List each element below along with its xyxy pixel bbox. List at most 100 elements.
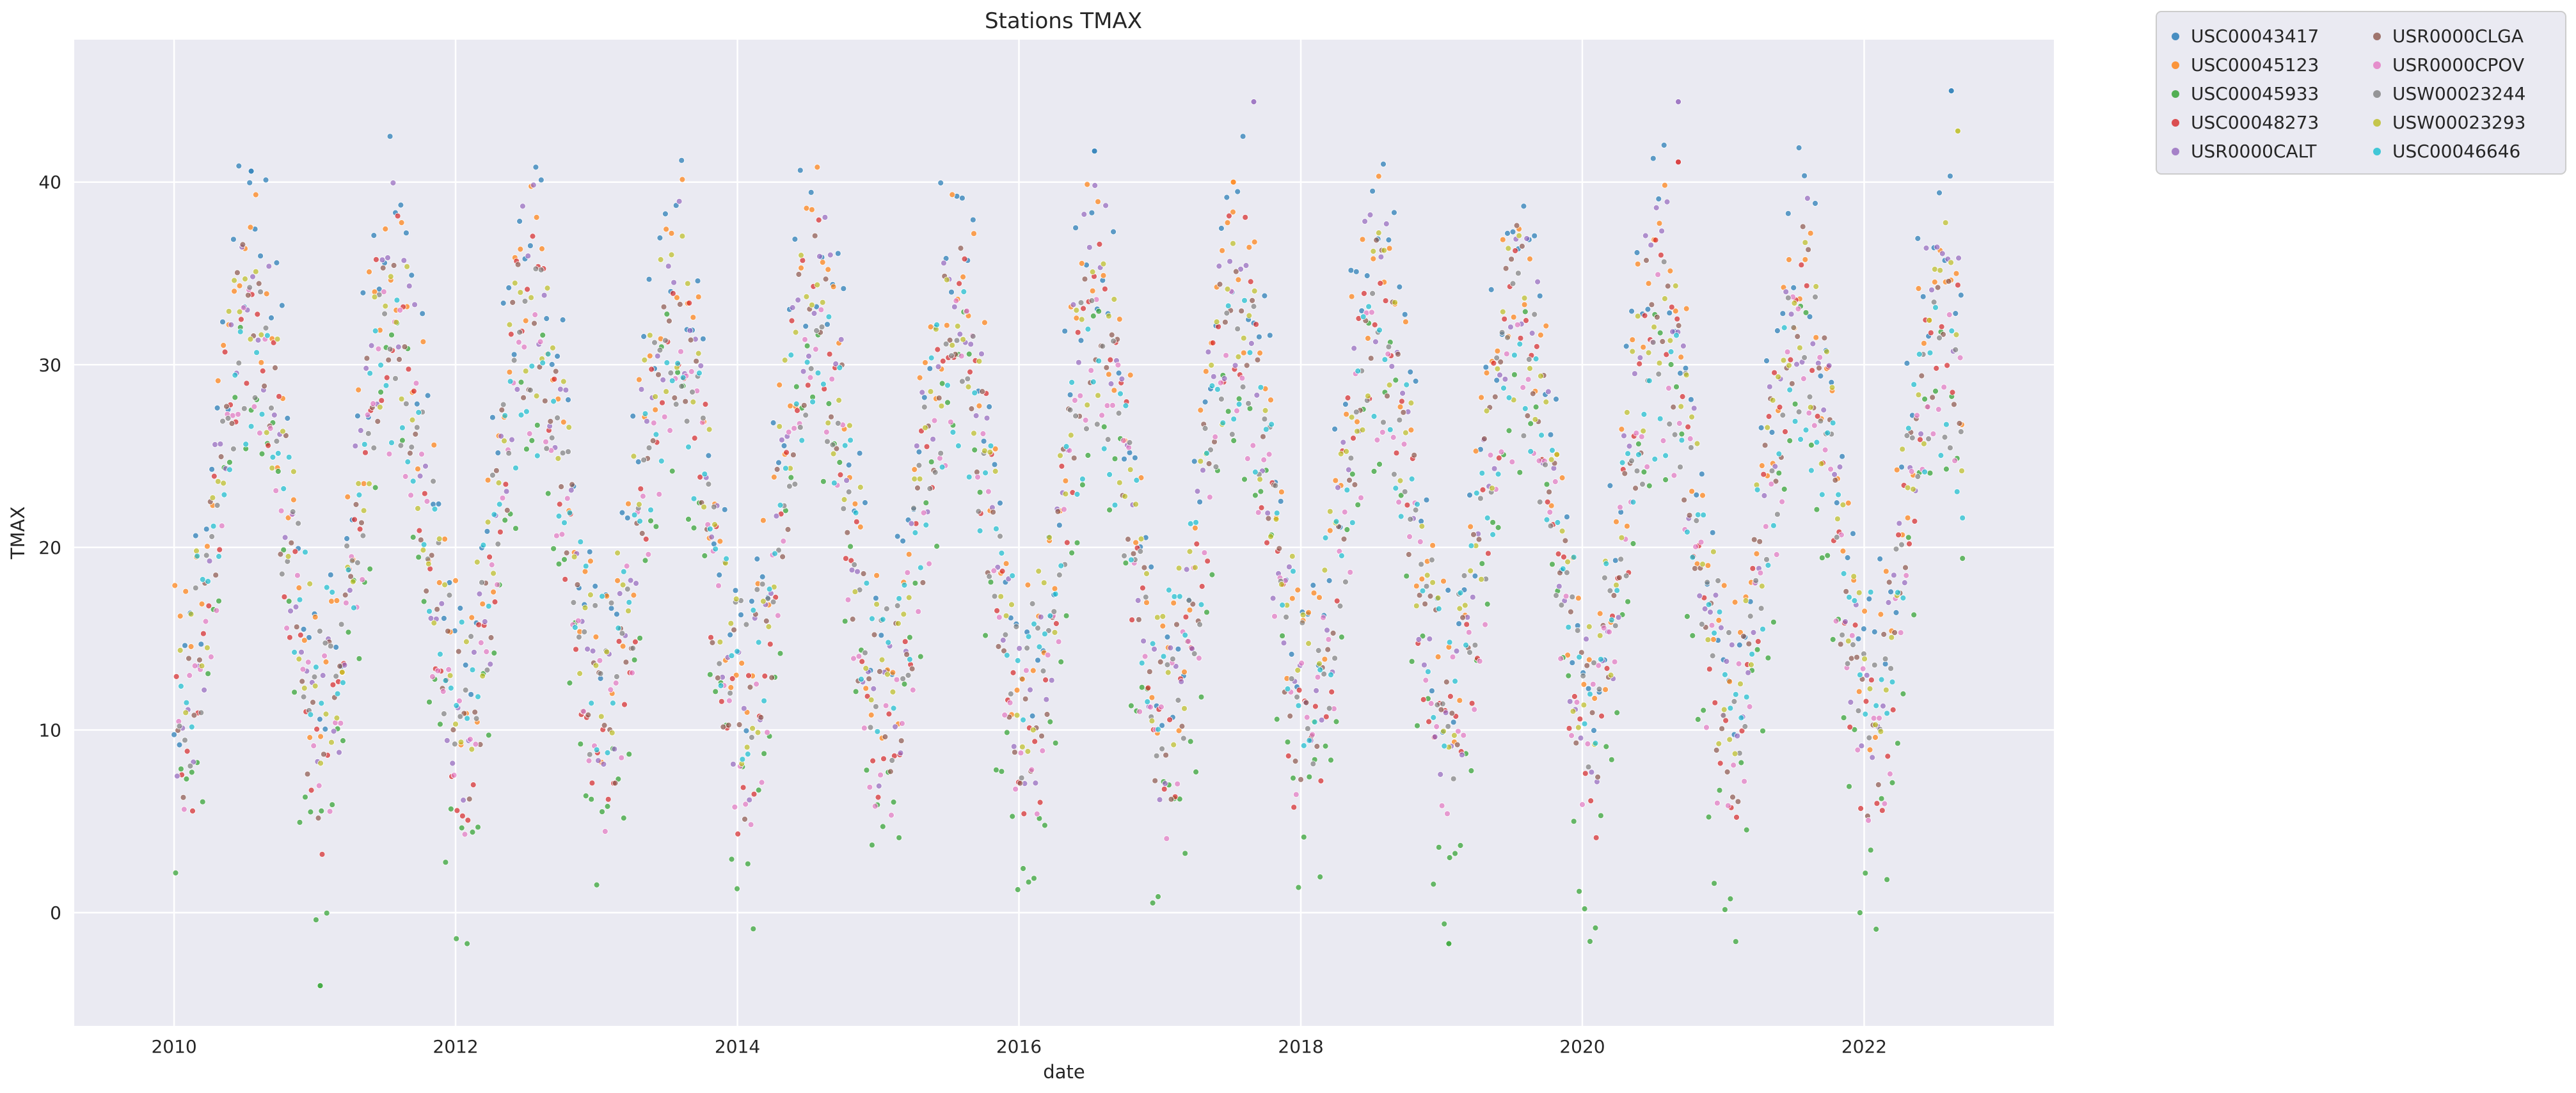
data-point (619, 509, 626, 516)
data-point (807, 374, 814, 381)
data-point (258, 450, 266, 457)
data-point (1386, 382, 1393, 388)
data-point (916, 448, 923, 455)
data-point (246, 284, 253, 291)
data-point (1680, 343, 1687, 349)
data-point (1711, 630, 1718, 636)
data-point (1894, 740, 1901, 747)
data-point (516, 329, 523, 336)
data-point (1765, 654, 1772, 661)
data-point (1660, 437, 1667, 444)
data-point (1031, 620, 1037, 627)
data-point (1689, 554, 1696, 561)
data-point (937, 450, 944, 457)
data-point (1559, 565, 1566, 572)
legend-entry: USW00023293 (2373, 112, 2525, 133)
data-point (655, 371, 662, 378)
data-point (875, 783, 882, 789)
data-point (1168, 796, 1175, 803)
data-point (663, 388, 669, 395)
data-point (1012, 749, 1018, 756)
data-point (1422, 601, 1429, 608)
data-point (1738, 759, 1745, 766)
data-point (1252, 469, 1259, 475)
data-point (1115, 410, 1122, 416)
data-point (306, 581, 314, 587)
data-point (1948, 327, 1955, 334)
data-point (1494, 347, 1501, 354)
data-point (616, 638, 623, 645)
data-point (176, 723, 183, 730)
data-point (1305, 609, 1312, 616)
data-point (1689, 488, 1696, 495)
data-point (1408, 427, 1415, 434)
legend-entry: USC00045933 (2172, 83, 2319, 104)
data-point (393, 318, 400, 326)
data-point (1371, 321, 1378, 328)
data-point (253, 349, 260, 356)
data-point (1676, 420, 1683, 427)
data-point (382, 303, 389, 310)
data-point (1332, 426, 1339, 432)
data-point (840, 285, 847, 292)
data-point (1365, 303, 1372, 310)
data-point (603, 649, 610, 656)
data-point (1468, 700, 1475, 707)
data-point (575, 617, 582, 624)
data-point (1408, 400, 1415, 406)
data-point (1079, 482, 1086, 488)
data-point (1155, 893, 1161, 900)
data-point (1812, 200, 1818, 207)
data-point (1557, 656, 1564, 662)
data-point (1006, 699, 1014, 706)
data-point (934, 321, 940, 328)
data-point (1643, 257, 1650, 264)
data-point (1942, 219, 1949, 226)
data-point (1009, 813, 1016, 820)
data-point (1294, 586, 1301, 594)
data-point (1904, 484, 1911, 491)
data-point (488, 562, 495, 568)
data-point (462, 687, 469, 693)
data-point (1898, 464, 1905, 471)
data-point (1378, 253, 1385, 260)
data-point (1588, 769, 1595, 776)
data-point (270, 339, 277, 346)
data-point (884, 671, 891, 678)
data-point (294, 572, 301, 579)
data-point (1682, 365, 1689, 372)
data-point (1435, 595, 1442, 601)
data-point (1563, 514, 1570, 521)
data-point (1163, 835, 1170, 842)
data-point (1100, 272, 1107, 279)
data-point (247, 224, 254, 231)
data-point (743, 621, 750, 628)
data-point (408, 444, 415, 450)
data-point (1813, 506, 1820, 513)
data-point (621, 701, 628, 708)
data-point (1020, 865, 1026, 872)
data-point (1430, 881, 1437, 888)
data-point (1656, 220, 1663, 227)
data-point (1408, 476, 1415, 482)
data-point (795, 297, 802, 304)
data-point (1726, 678, 1733, 685)
data-point (1860, 625, 1867, 633)
data-point (1186, 606, 1193, 613)
data-point (1081, 276, 1088, 283)
data-point (511, 279, 518, 287)
data-point (1893, 609, 1900, 616)
data-point (558, 484, 564, 490)
data-point (1234, 188, 1241, 195)
data-point (953, 297, 960, 304)
data-point (1731, 599, 1738, 606)
data-point (554, 414, 561, 421)
data-point (514, 261, 521, 268)
data-point (1084, 181, 1091, 188)
data-point (1607, 587, 1614, 594)
y-tick-label: 20 (38, 537, 61, 558)
data-point (577, 539, 584, 546)
data-point (490, 588, 497, 595)
data-point (1760, 727, 1766, 734)
data-point (1278, 581, 1285, 588)
